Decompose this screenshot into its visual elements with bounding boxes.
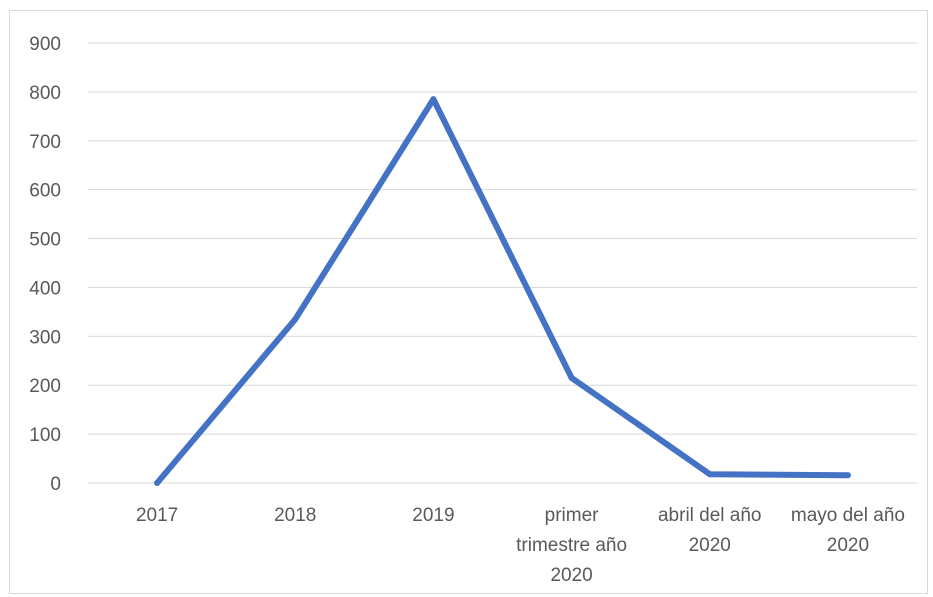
series-lines: [154, 96, 851, 486]
x-tick-label-line: 2019: [412, 505, 454, 526]
x-tick-label-line: 2020: [550, 565, 592, 586]
series-line-0: [154, 96, 851, 486]
x-tick-label-line: 2020: [827, 535, 869, 556]
data-point: [292, 316, 299, 323]
x-tick-label: abril del año 2020: [658, 505, 762, 556]
x-tick-label-line: 2017: [136, 505, 178, 526]
x-tick-label: 2018: [274, 505, 316, 526]
y-tick-label: 400: [29, 278, 61, 299]
x-tick-label: mayo del año 2020: [791, 505, 905, 556]
y-tick-label: 100: [29, 425, 61, 446]
x-tick-label-line: 2020: [689, 535, 731, 556]
gridlines: [88, 42, 917, 484]
data-point: [844, 472, 851, 479]
y-tick-label: 200: [29, 376, 61, 397]
x-axis-tick-labels: 2017 2018 2019 primer trimestre año 2020abril…: [136, 505, 905, 586]
y-tick-label: 600: [29, 181, 61, 202]
y-tick-label: 700: [29, 132, 61, 153]
x-tick-label-line: 2018: [274, 505, 316, 526]
y-tick-label: 800: [29, 83, 61, 104]
data-point: [430, 96, 437, 103]
x-tick-label: 2017: [136, 505, 178, 526]
x-tick-label: 2019: [412, 505, 454, 526]
x-tick-label-line: abril del año: [658, 505, 762, 526]
x-tick-label-line: primer: [545, 505, 600, 526]
y-tick-label: 500: [29, 230, 61, 251]
y-axis-tick-labels: 0 100 200 300 400 500 600 700 800 900: [29, 34, 61, 495]
y-tick-label: 300: [29, 327, 61, 348]
chart-frame: [9, 10, 928, 594]
data-point: [154, 480, 161, 486]
data-point: [568, 374, 575, 381]
x-tick-label-line: mayo del año: [791, 505, 905, 526]
y-tick-label: 900: [29, 34, 61, 55]
y-tick-label: 0: [50, 474, 61, 495]
data-point: [706, 471, 713, 478]
x-tick-label-line: trimestre año: [516, 535, 627, 556]
x-tick-label: primer trimestre año 2020: [516, 505, 627, 586]
